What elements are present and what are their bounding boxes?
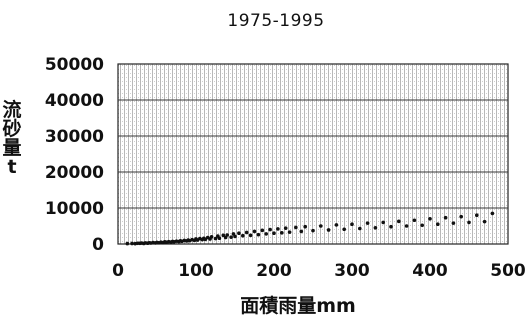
y-axis-label-char: 流 [2, 98, 21, 121]
data-point [373, 226, 378, 230]
data-point [365, 221, 370, 225]
data-point [381, 220, 386, 225]
data-point [244, 230, 249, 235]
data-point [412, 218, 417, 223]
data-point [209, 235, 214, 239]
data-point [248, 233, 253, 238]
chart-title: 1975-1995 [227, 11, 324, 31]
data-point [467, 220, 471, 225]
y-tick-label: 50000 [45, 55, 104, 75]
y-tick-label: 20000 [45, 163, 104, 183]
data-point [334, 223, 339, 227]
y-axis-label-char: t [7, 156, 16, 178]
y-tick-label: 10000 [45, 199, 104, 219]
data-point [225, 233, 229, 237]
data-point [311, 228, 315, 233]
data-point [276, 227, 280, 231]
y-axis-ticks: 0 10000 20000 30000 40000 50000 [45, 55, 104, 255]
data-point [303, 224, 308, 229]
data-point [459, 214, 464, 219]
y-tick-label: 0 [92, 235, 104, 255]
data-point [272, 231, 276, 235]
data-point [420, 223, 425, 228]
x-tick-label: 0 [112, 261, 124, 281]
data-points [125, 211, 495, 246]
data-point [436, 222, 440, 226]
y-axis-label-char: 砂 [2, 118, 21, 140]
data-point [252, 229, 257, 234]
y-axis-label-char: 量 [2, 137, 21, 159]
data-point [241, 233, 245, 238]
data-point [125, 241, 130, 246]
data-point [229, 235, 233, 239]
data-point [428, 217, 432, 221]
data-point [404, 224, 409, 228]
y-tick-label: 40000 [45, 91, 104, 111]
data-point [443, 215, 448, 220]
data-point [237, 231, 241, 235]
data-point [260, 228, 265, 233]
data-point [397, 219, 401, 224]
data-point [294, 225, 298, 230]
data-point [287, 230, 292, 234]
data-point [319, 224, 323, 228]
x-tick-label: 400 [412, 261, 448, 281]
plot-area [117, 63, 509, 245]
data-point [283, 226, 288, 230]
x-axis-ticks: 0 100 200 300 400 500 [112, 261, 526, 281]
x-tick-label: 300 [334, 261, 370, 281]
data-point [451, 221, 456, 225]
x-tick-label: 200 [256, 261, 292, 281]
y-tick-label: 30000 [45, 127, 104, 147]
data-point [299, 229, 304, 234]
data-point [256, 232, 261, 237]
data-point [268, 227, 272, 232]
x-axis-label: 面積雨量mm [240, 294, 356, 317]
data-point [233, 234, 237, 239]
data-point [326, 228, 331, 232]
data-point [264, 232, 269, 236]
x-tick-label: 100 [178, 261, 214, 281]
data-point [358, 226, 362, 231]
data-point [221, 233, 226, 238]
data-point [280, 231, 284, 235]
data-point [475, 213, 479, 217]
data-point [217, 236, 222, 241]
data-point [389, 224, 393, 229]
data-point [350, 222, 354, 226]
data-point [342, 227, 347, 232]
data-point [490, 211, 495, 216]
data-point [130, 241, 134, 246]
data-point [482, 219, 487, 224]
x-tick-label: 500 [490, 261, 526, 281]
data-point [213, 236, 218, 241]
grid [118, 99, 508, 209]
